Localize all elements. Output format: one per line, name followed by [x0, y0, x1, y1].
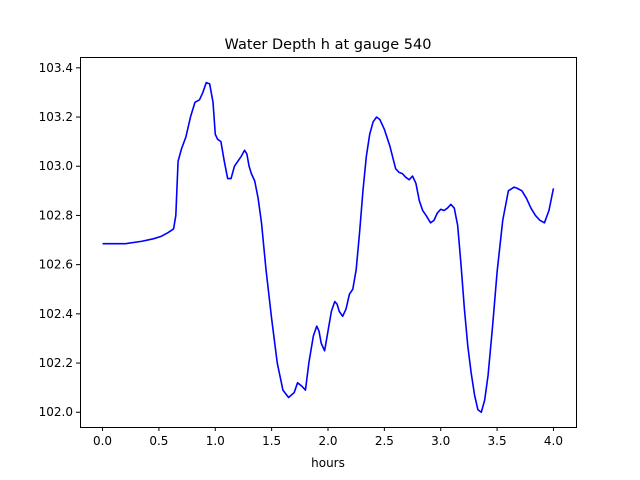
y-axis-ticks: 102.0 102.2 102.4 102.6 102.8 103.0 103.2 103.4 [39, 61, 80, 419]
y-tick-label: 103.4 [39, 61, 73, 75]
x-tick-label: 1.5 [262, 434, 281, 448]
x-tick-label: 2.5 [375, 434, 394, 448]
plot-frame [80, 57, 577, 428]
x-tick-label: 1.0 [206, 434, 225, 448]
y-tick-label: 102.4 [39, 307, 73, 321]
x-tick-label: 0.5 [149, 434, 168, 448]
x-axis-label: hours [311, 456, 345, 470]
series-line-0 [102, 81, 555, 414]
x-axis-ticks: 0.0 0.5 1.0 1.5 2.0 2.5 3.0 3.5 4.0 [93, 427, 563, 448]
y-tick-label: 103.0 [39, 159, 73, 173]
y-tick-label: 102.8 [39, 208, 73, 222]
x-tick-label: 3.0 [431, 434, 450, 448]
chart-title: Water Depth h at gauge 540 [225, 37, 432, 53]
x-tick-label: 3.5 [488, 434, 507, 448]
y-tick-label: 102.6 [39, 258, 73, 272]
plot-area [102, 81, 555, 414]
y-tick-label: 102.2 [39, 356, 73, 370]
x-tick-label: 0.0 [93, 434, 112, 448]
y-tick-label: 102.0 [39, 405, 73, 419]
x-tick-label: 4.0 [544, 434, 563, 448]
y-tick-label: 103.2 [39, 110, 73, 124]
x-tick-label: 2.0 [318, 434, 337, 448]
